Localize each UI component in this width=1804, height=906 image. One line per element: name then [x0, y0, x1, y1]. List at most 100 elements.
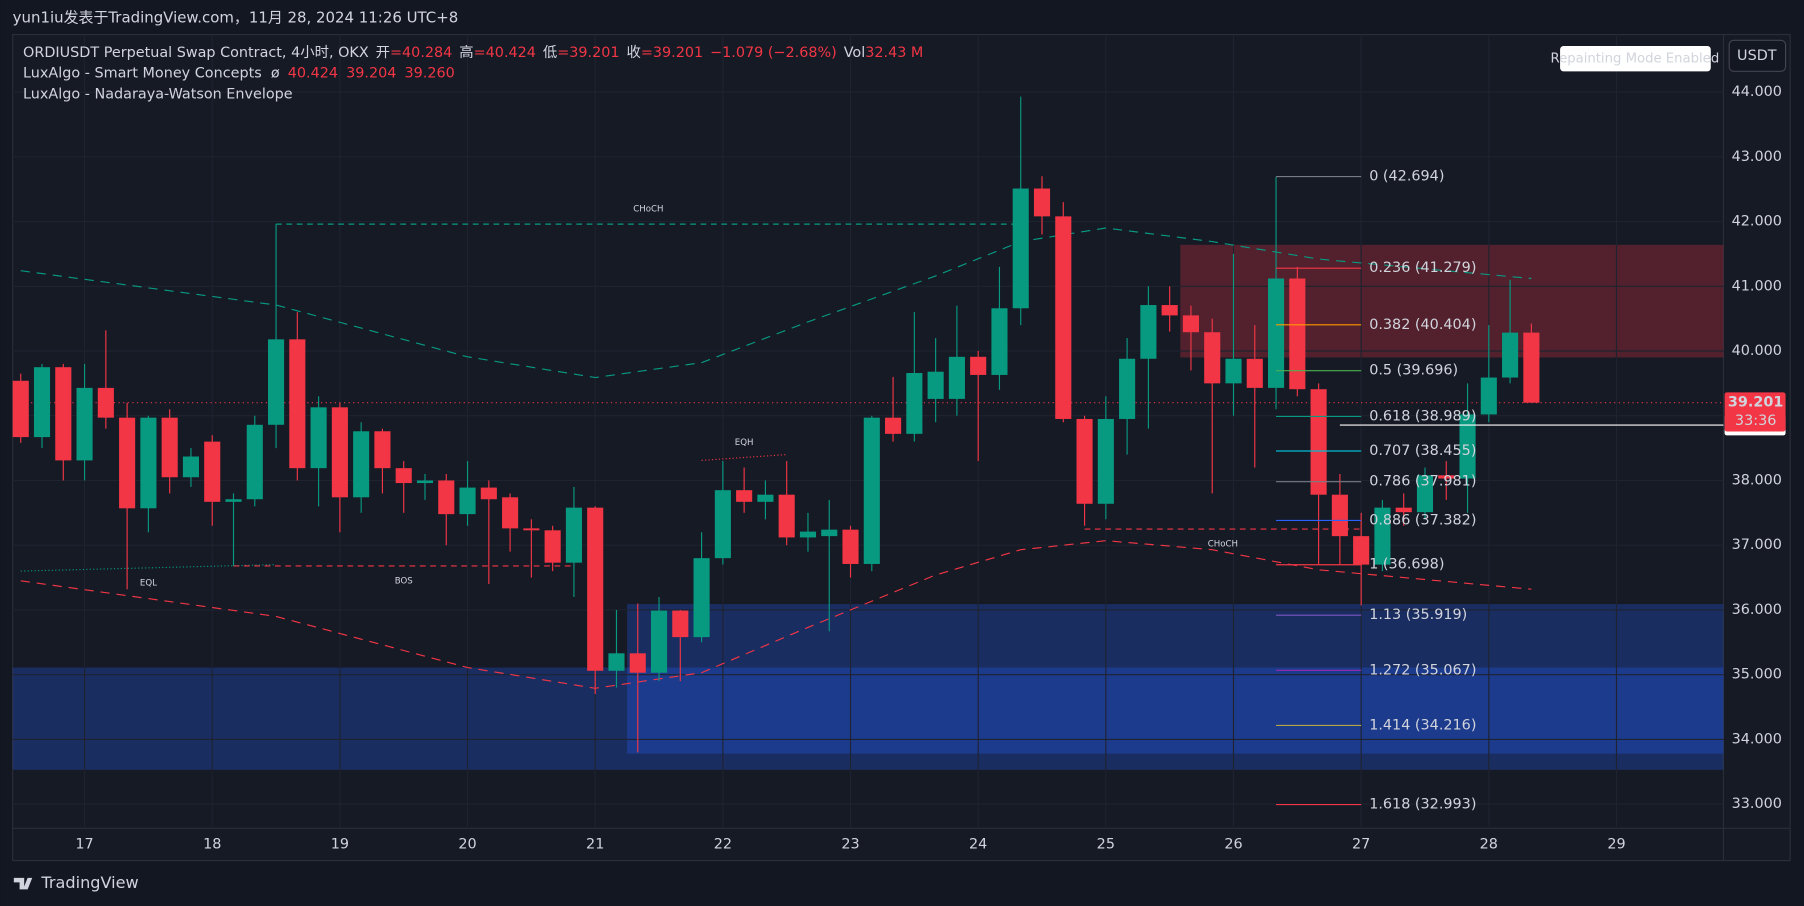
x-tick-label: 17 — [75, 836, 93, 852]
y-tick-label: 44.000 — [1732, 84, 1782, 100]
fib-label: 0.886 (37.382) — [1369, 512, 1476, 528]
legend-row: LuxAlgo - Nadaraya-Watson Envelope — [23, 86, 293, 102]
candle-body — [991, 308, 1008, 375]
brand: TradingView — [40, 873, 138, 892]
candle-body — [587, 507, 604, 671]
legend-ohlc-label: 收 — [626, 44, 640, 61]
x-tick-label: 25 — [1097, 836, 1115, 852]
x-tick-label: 21 — [586, 836, 604, 852]
candle-body — [1055, 216, 1072, 419]
candle-body — [395, 468, 412, 484]
candle-body — [1331, 494, 1348, 537]
candle-body — [33, 367, 51, 438]
indicator-name: LuxAlgo - Smart Money Concepts — [23, 66, 262, 82]
badge-box — [1560, 46, 1711, 72]
candle-body — [1523, 332, 1540, 403]
candle-body — [1267, 278, 1285, 388]
candle-body — [1374, 507, 1391, 565]
candle-body — [693, 558, 710, 638]
envelope-line — [20, 540, 1532, 689]
fib-label: 0.618 (38.989) — [1369, 408, 1476, 424]
candle-body — [565, 507, 582, 563]
candle-body — [778, 494, 795, 538]
indicator-value: 39.260 — [404, 66, 454, 82]
y-tick-label: 34.000 — [1732, 731, 1782, 747]
candle-body — [1416, 475, 1434, 513]
candle-body — [331, 407, 348, 498]
fib-label: 1.414 (34.216) — [1369, 717, 1476, 733]
y-tick-label: 42.000 — [1732, 214, 1782, 230]
zone — [627, 604, 1724, 754]
header-title: yun1iu发表于TradingView.com，11月 28, 2024 11… — [13, 8, 459, 26]
legend-ohlc-label: 高 — [459, 44, 473, 61]
candle-body — [842, 529, 859, 564]
legend-row: LuxAlgo - Smart Money Concepts ø 40.424 39.… — [23, 66, 455, 82]
structure-label: EQL — [140, 578, 157, 588]
candle-body — [76, 387, 93, 461]
brand-logo — [13, 877, 33, 890]
y-tick-label: 41.000 — [1732, 278, 1782, 294]
fib-label: 0.786 (37.981) — [1369, 474, 1476, 490]
indicator-value: 40.424 — [288, 66, 338, 82]
y-tick-label: 33.000 — [1732, 796, 1782, 812]
candle-body — [650, 610, 668, 673]
candle-body — [629, 653, 646, 673]
candle-body — [1289, 278, 1306, 390]
candle-body — [310, 407, 327, 469]
y-tick-label: 40.000 — [1732, 343, 1782, 359]
candle-body — [757, 494, 774, 502]
candle-body — [927, 371, 944, 399]
legend-ohlc-value: =40.284 — [390, 45, 452, 61]
legend-ohlc-value: =39.201 — [641, 45, 703, 61]
structure-line — [701, 453, 787, 461]
indicator-name: LuxAlgo - Nadaraya-Watson Envelope — [23, 86, 293, 102]
structure-label: EQH — [735, 438, 754, 448]
x-tick-label: 28 — [1480, 836, 1498, 852]
x-tick-label: 24 — [969, 836, 987, 852]
structure-label: CHoCH — [1208, 539, 1238, 549]
x-tick-label: 23 — [841, 836, 859, 852]
candle-body — [970, 356, 987, 375]
indicator-value: 39.204 — [346, 66, 396, 82]
x-tick-label: 29 — [1607, 836, 1625, 852]
y-tick-label: 43.000 — [1732, 149, 1782, 165]
legend-ohlc-label: 开 — [376, 45, 390, 61]
candle-body — [736, 490, 753, 502]
currency-button[interactable] — [1728, 39, 1787, 72]
candle-body — [480, 487, 497, 500]
candle-body — [1140, 305, 1157, 359]
candle-body — [1480, 377, 1497, 415]
y-tick-label: 36.000 — [1732, 602, 1782, 618]
candle-body — [714, 490, 731, 559]
candle-body — [608, 653, 625, 671]
candle-body — [268, 339, 285, 425]
candle-body — [119, 417, 136, 509]
candle-body — [672, 610, 689, 638]
legend-symbol: ORDIUSDT Perpetual Swap Contract, 4小时, O… — [23, 44, 369, 61]
legend-vol-value: 32.43 M — [865, 45, 923, 61]
legend-ohlc-value: =40.424 — [474, 45, 536, 61]
candle-body — [353, 431, 370, 498]
candle-body — [1097, 418, 1114, 504]
candle-body — [1395, 507, 1412, 513]
candle-body — [438, 480, 455, 515]
y-tick-label: 35.000 — [1732, 667, 1782, 683]
fib-label: 1.13 (35.919) — [1369, 607, 1467, 623]
countdown-label: 33:36 — [1735, 413, 1776, 429]
candle-body — [55, 367, 72, 461]
candle-body — [821, 529, 838, 537]
structure-line — [20, 564, 277, 572]
structure-label: CHoCH — [633, 205, 663, 215]
candle-body — [289, 339, 306, 469]
legend-ohlc-value: =39.201 — [557, 45, 619, 61]
candle-body — [140, 417, 157, 509]
candle-body — [1246, 358, 1263, 388]
currency: USDT — [1737, 48, 1777, 64]
candle-body — [1438, 475, 1455, 479]
indicator-symbol: ø — [271, 66, 280, 82]
legend-vol-label: Vol — [844, 45, 866, 61]
structure-label: BOS — [395, 576, 413, 586]
candle-body — [161, 417, 178, 478]
